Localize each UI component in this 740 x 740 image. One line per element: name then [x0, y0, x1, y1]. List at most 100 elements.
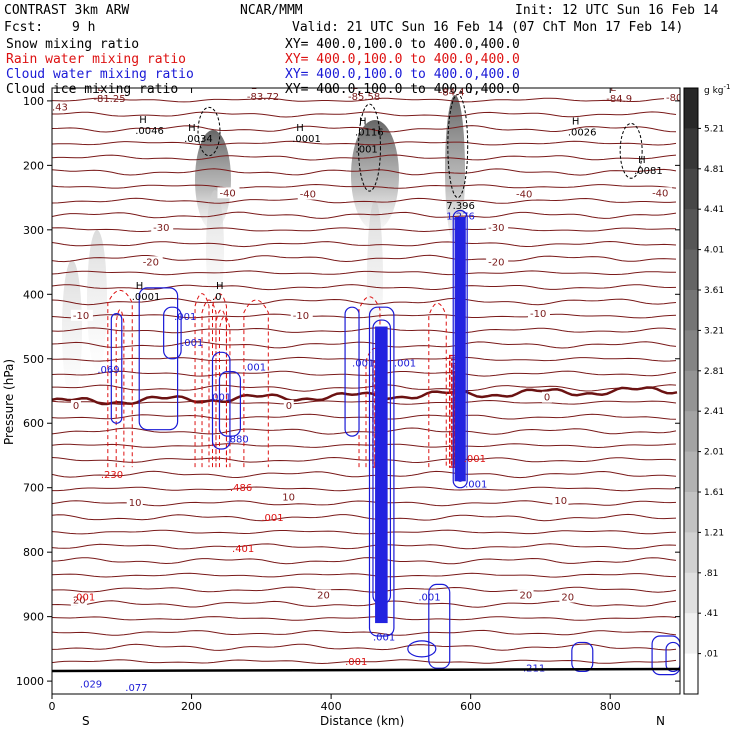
- rain-water-contours: [107, 289, 463, 468]
- north-label: N: [656, 714, 665, 728]
- y-tick-label: 100: [23, 95, 44, 108]
- cloud-water-contour: [368, 306, 395, 637]
- field-name: Rain water mixing ratio: [6, 52, 186, 67]
- colorbar-level-label: 2.41: [704, 407, 724, 417]
- freezing-level-line: [52, 386, 678, 406]
- isotherm-line: [52, 97, 677, 103]
- y-tick-label: 200: [23, 159, 44, 172]
- isotherm-line: [52, 486, 677, 492]
- contour-value-label: .001: [261, 513, 283, 524]
- contour-value-label: .069: [97, 365, 119, 376]
- isotherm-line: [52, 529, 677, 535]
- x-tick-label: 0: [49, 700, 56, 713]
- valid-time: Valid: 21 UTC Sun 16 Feb 14 (07 ChT Mon …: [292, 20, 683, 35]
- isotherm-line: [52, 341, 677, 349]
- extremum-value: -85.58: [348, 92, 380, 103]
- extremum-kind: H: [296, 123, 304, 134]
- colorbar-level-label: .81: [704, 569, 718, 579]
- contour-value-label: .001: [352, 359, 374, 370]
- isotherm-line: [52, 270, 676, 276]
- isotherm-line: [52, 399, 677, 405]
- colorbar-level-label: 1.61: [704, 488, 724, 498]
- colorbar-level-label: 2.01: [704, 448, 724, 458]
- contour-value-label: .43: [52, 103, 68, 114]
- field-xy: XY= 400.0,100.0 to 400.0,400.0: [285, 82, 520, 97]
- isotherm-line: [52, 111, 677, 118]
- colorbar-swatch: [684, 209, 698, 251]
- contour-value-label: .001: [418, 593, 440, 604]
- rain-contour: [201, 299, 217, 468]
- rain-contour: [365, 347, 384, 468]
- extremum-value: -84.4: [439, 87, 465, 98]
- isotherm-label: 10: [282, 493, 295, 504]
- rain-contour: [428, 302, 447, 468]
- colorbar-level-label: 3.61: [704, 286, 724, 296]
- isotherm-label: -40: [219, 188, 235, 199]
- isotherm-label: -20: [143, 257, 159, 268]
- cloud-water-contour: [211, 351, 231, 450]
- plot-area: -80 -40 -40 -40 -40 -30 -30 -20 -20 -10 -10 -10 0 0 0 1…: [52, 81, 682, 694]
- isotherm-label: 20: [73, 596, 86, 607]
- isotherm-label-bg: [486, 256, 509, 268]
- x-tick-label: 200: [181, 700, 202, 713]
- isotherm-line: [52, 297, 677, 306]
- isotherm-label-bg: [70, 594, 87, 606]
- center-title: NCAR/MMM: [240, 3, 303, 18]
- extremum-kind: L: [352, 81, 358, 92]
- temperature-contours: [52, 97, 678, 665]
- field-name: Cloud water mixing ratio: [6, 67, 194, 82]
- ice-plume: [195, 130, 231, 230]
- colorbar-swatch: [684, 572, 698, 614]
- colorbar-swatch: [684, 451, 698, 493]
- cloud-water-core: [454, 216, 466, 482]
- isotherm-line: [52, 197, 677, 204]
- extremum-value: .0: [212, 292, 222, 303]
- colorbar-swatch: [684, 290, 698, 331]
- rain-contour: [243, 299, 269, 468]
- snow-plume: [87, 230, 107, 370]
- isotherm-line: [52, 227, 677, 233]
- contour-value-label: .001: [209, 393, 231, 404]
- isotherm-line: [52, 413, 677, 420]
- x-tick-label: 400: [321, 700, 342, 713]
- isotherm-label-bg: [664, 91, 680, 103]
- plot-frame: [51, 87, 681, 695]
- y-tick-label: 300: [23, 224, 44, 237]
- isotherm-label-bg: [280, 491, 297, 503]
- isotherm-line: [52, 168, 677, 176]
- cloud-water-core: [375, 326, 388, 624]
- cloud-water-contour: [665, 641, 680, 673]
- isotherm-line: [52, 356, 677, 362]
- y-tick-label: 900: [23, 611, 44, 624]
- extremum-kind: H: [136, 281, 144, 292]
- contour-value-label: .001: [181, 338, 203, 349]
- field-name: Snow mixing ratio: [6, 37, 139, 52]
- axes: 0 200 400 600 800100200300400500600700800900…: [16, 88, 680, 713]
- isotherm-label: -40: [516, 190, 532, 201]
- cloud-ice-contour: [358, 103, 381, 192]
- extremum-value: -84.9: [606, 94, 632, 105]
- extremum-value: .0026: [568, 127, 597, 138]
- contour-value-label: .001: [356, 144, 378, 155]
- extremum-kind: H: [188, 123, 196, 134]
- rain-contour: [358, 296, 381, 468]
- colorbar-swatch: [684, 249, 698, 291]
- colorbar-swatch: [684, 532, 698, 574]
- isotherm-label-bg: [315, 589, 332, 601]
- colorbar: 5.21 4.81 4.41 4.01 3.61 3.21 2.81 2.41 2.01 1.61…: [683, 87, 724, 695]
- colorbar-swatch: [684, 370, 698, 412]
- isotherm-line: [52, 500, 677, 507]
- isotherm-line: [52, 456, 677, 464]
- y-tick-label: 1000: [16, 675, 44, 688]
- isotherm-label: -10: [293, 311, 309, 322]
- isotherm-label: -80: [666, 93, 682, 104]
- isotherm-label-bg: [283, 400, 294, 412]
- contour-value-label: .001: [174, 312, 196, 323]
- colorbar-swatch: [684, 128, 698, 170]
- cloud-ice-contour: [197, 106, 221, 157]
- isotherm-line: [52, 313, 677, 319]
- field-legend: Snow mixing ratio XY= 400.0,100.0 to 400.…: [6, 37, 520, 97]
- x-tick-label: 600: [460, 700, 481, 713]
- isotherm-label-bg: [527, 307, 550, 319]
- cloud-water-contour: [571, 641, 594, 673]
